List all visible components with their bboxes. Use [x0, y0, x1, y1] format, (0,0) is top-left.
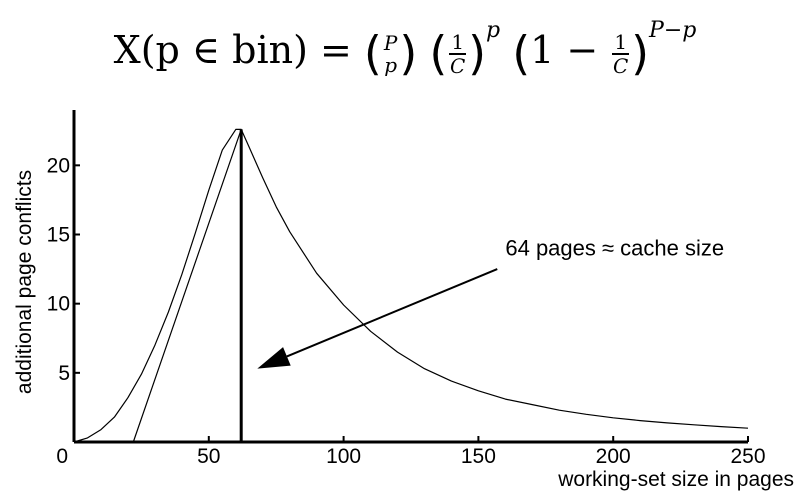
- formula-exp2: P−p: [649, 18, 697, 43]
- formula-paren: (: [429, 26, 448, 81]
- annotation-text: 64 pages ≈ cache size: [505, 235, 724, 260]
- series-group: [73, 128, 749, 443]
- x-tick-label: 250: [730, 445, 765, 468]
- formula-paren: ): [631, 26, 650, 81]
- formula-frac-num: 1: [612, 29, 630, 55]
- formula-frac-den: C: [450, 53, 466, 78]
- formula-binom-bottom: p: [384, 52, 397, 77]
- formula-paren: (: [363, 26, 382, 81]
- y-axis-label: additional page conflicts: [13, 170, 36, 394]
- formula-paren: ): [399, 26, 418, 81]
- x-tick-label: 100: [326, 445, 361, 468]
- formula-paren: ): [468, 26, 487, 81]
- series-line: [132, 129, 242, 443]
- y-tick-label: 20: [47, 154, 70, 177]
- formula-lhs: X(p ∈ bin) =: [113, 28, 364, 72]
- annotation-arrow-line: [286, 268, 498, 358]
- formula-binom-top: P: [383, 30, 398, 55]
- y-tick-label: 5: [58, 362, 70, 385]
- formula-exp1: p: [486, 18, 501, 43]
- x-tick-label: 150: [461, 445, 496, 468]
- formula-frac-num: 1: [449, 29, 467, 55]
- formula-frac-den: C: [613, 53, 629, 78]
- x-axis-label: working-set size in pages: [557, 468, 794, 491]
- annotations: 64 pages ≈ cache size: [257, 235, 724, 369]
- x-tick-label: 50: [197, 445, 220, 468]
- y-tick-label: 15: [47, 224, 70, 247]
- annotation-arrow-head: [257, 347, 291, 369]
- y-tick-label: 10: [47, 293, 70, 316]
- series-line: [73, 128, 749, 443]
- x-tick-label: 200: [596, 445, 631, 468]
- formula-one-minus: 1 −: [530, 28, 611, 72]
- origin-label: 0: [56, 445, 68, 468]
- formula-paren: (: [512, 26, 531, 81]
